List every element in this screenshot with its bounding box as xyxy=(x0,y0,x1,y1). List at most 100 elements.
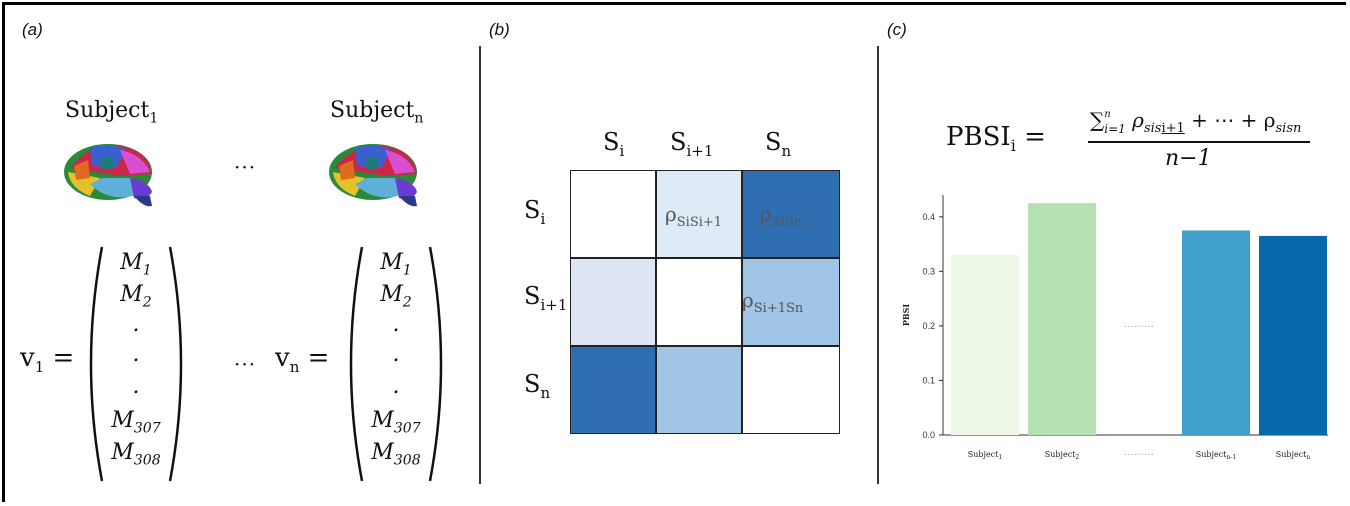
entry-base: . xyxy=(132,374,140,399)
cell-label-base: ρ xyxy=(742,288,754,312)
matrix-cell-label-r0c1: ρSiSi+1 xyxy=(665,202,722,230)
vector-first-lhs: v1 = xyxy=(20,343,74,376)
formula-lhs-base: PBSI xyxy=(946,122,1011,152)
matrix-cell-r2c2 xyxy=(742,346,840,434)
y-tick-label: 0.2 xyxy=(922,321,935,331)
header-sub: i xyxy=(540,209,546,228)
matrix-cell-r0c2 xyxy=(742,170,840,258)
entry-base: M xyxy=(371,440,394,465)
y-tick-label: 0.4 xyxy=(922,212,935,222)
formula-rho-1: ρ xyxy=(1132,108,1144,132)
cell-label-base: ρ xyxy=(760,202,772,226)
subject-ellipsis: ··· xyxy=(234,155,257,179)
subject-first-base: Subject xyxy=(65,98,150,123)
entry-base: . xyxy=(392,312,400,337)
formula-sum-limits: n i=1 xyxy=(1104,109,1126,135)
subject-last-sub: n xyxy=(414,110,424,127)
entry-base: M xyxy=(371,408,394,433)
matrix-col-header: Si+1 xyxy=(670,128,713,160)
entry-base: . xyxy=(132,312,140,337)
vector-last-entry: M308 xyxy=(366,440,426,468)
subject-last-label: Subjectn xyxy=(330,98,423,126)
matrix-cell-r0c0 xyxy=(570,170,656,258)
x-tick-label: Subjectn-1 xyxy=(1196,450,1236,461)
vector-first-entry: M307 xyxy=(106,408,166,436)
y-tick-label: 0.3 xyxy=(922,266,935,276)
formula-fraction-bar xyxy=(1088,141,1310,143)
formula-lhs-sub: i xyxy=(1010,136,1016,156)
matrix-col-header: Sn xyxy=(765,128,791,160)
panel-label-c: (c) xyxy=(887,20,907,39)
header-base: S xyxy=(670,128,687,156)
panel-divider-ab xyxy=(479,46,481,484)
entry-sub: 2 xyxy=(402,294,412,311)
vector-first-entry: M2 xyxy=(106,282,166,310)
vector-last-entry: M2 xyxy=(366,282,426,310)
header-sub: n xyxy=(781,141,792,160)
matrix-cell-label-r0c2: ρSiSn xyxy=(760,202,802,230)
header-base: S xyxy=(603,128,620,156)
formula-rho-sub-2: i+1 xyxy=(1161,121,1185,136)
vector-last-lhs-base: v xyxy=(275,343,290,373)
formula-lhs: PBSIi = xyxy=(946,122,1046,155)
matrix-cell-r2c1 xyxy=(656,346,742,434)
vector-last-entry: . xyxy=(366,312,426,340)
header-base: S xyxy=(765,128,782,156)
vector-first-lhs-eq: = xyxy=(44,343,75,373)
subject-last-base: Subject xyxy=(330,98,415,123)
y-tick-label: 0.1 xyxy=(922,375,935,385)
vector-last-entry: M307 xyxy=(366,408,426,436)
matrix-row-header: Si xyxy=(524,196,545,228)
matrix-cell-r0c1 xyxy=(656,170,742,258)
formula-sum-symbol: ∑ xyxy=(1090,108,1105,132)
matrix-cell-label-r1c2: ρSi+1Sn xyxy=(742,288,803,316)
formula-sum-sub: i=1 xyxy=(1104,121,1126,136)
x-tick-label: Subject1 xyxy=(968,450,1003,461)
vector-first-brackets xyxy=(89,246,183,482)
y-tick-label: 0.0 xyxy=(922,430,935,440)
entry-sub: 1 xyxy=(402,262,412,279)
vector-first-entries: M1 M2 . . . M307 M308 xyxy=(106,250,166,480)
entry-base: . xyxy=(132,342,140,367)
matrix-cell-r1c0 xyxy=(570,258,656,346)
cell-label-sub: SiSi+1 xyxy=(676,215,723,230)
entry-base: M xyxy=(111,440,134,465)
formula-rho-sub-1: sis xyxy=(1143,121,1162,136)
vector-last-lhs-sub: n xyxy=(289,358,300,377)
bar-3 xyxy=(1182,230,1250,435)
cell-label-base: ρ xyxy=(665,202,677,226)
header-base: S xyxy=(524,370,541,398)
vector-last-entry: . xyxy=(366,374,426,402)
panel-label-b: (b) xyxy=(489,20,510,39)
x-tick-label: Subject2 xyxy=(1045,450,1080,461)
matrix-cell-r1c2 xyxy=(742,258,840,346)
header-base: S xyxy=(524,282,541,310)
bar-1 xyxy=(951,255,1019,435)
vector-last-entry: M1 xyxy=(366,250,426,278)
entry-base: . xyxy=(392,374,400,399)
vector-first-entry: M308 xyxy=(106,440,166,468)
entry-base: M xyxy=(380,282,403,307)
vector-last-lhs-eq: = xyxy=(299,343,330,373)
entry-base: . xyxy=(392,342,400,367)
entry-sub: 308 xyxy=(133,452,161,469)
vector-last-lhs: vn = xyxy=(275,343,329,376)
formula-denominator: n−1 xyxy=(1165,146,1212,171)
header-sub: i xyxy=(619,141,625,160)
vector-first-entry: . xyxy=(106,342,166,370)
entry-base: M xyxy=(120,250,143,275)
matrix-col-header: Si xyxy=(603,128,624,160)
subject-first-sub: 1 xyxy=(149,110,159,127)
cell-label-sub: Si+1Sn xyxy=(753,301,804,316)
bar-4 xyxy=(1259,235,1327,435)
gap-marker: ········· xyxy=(1124,321,1154,332)
formula-numerator-rest: + ⋯ + ρ xyxy=(1191,108,1276,132)
subject-first-label: Subject1 xyxy=(65,98,158,126)
header-base: S xyxy=(524,196,541,224)
formula-equals: = xyxy=(1024,122,1046,152)
entry-sub: 307 xyxy=(393,420,421,437)
header-sub: i+1 xyxy=(540,295,568,314)
y-axis-label: PBSI xyxy=(901,304,911,327)
matrix-cell-r2c0 xyxy=(570,346,656,434)
